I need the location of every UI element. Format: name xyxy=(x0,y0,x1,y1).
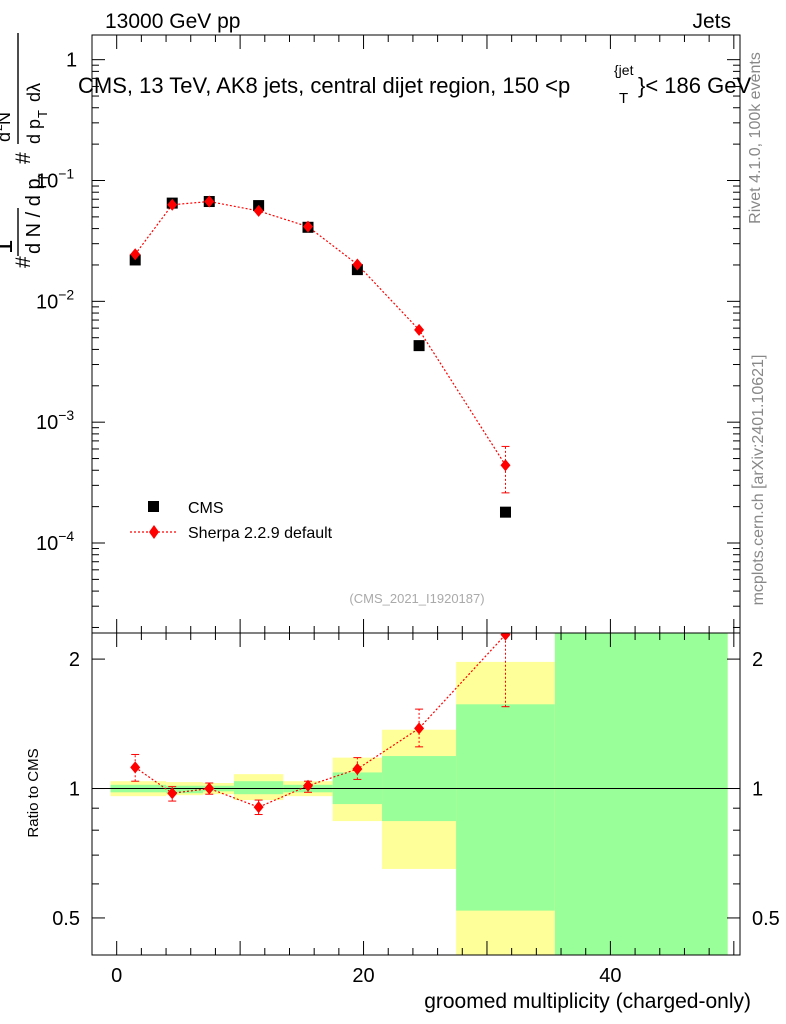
svg-text:T: T xyxy=(35,173,51,182)
main-y-tick-label: 1 xyxy=(66,50,77,72)
svg-text:2: 2 xyxy=(0,124,5,131)
ratio-y-tick-label: 1 xyxy=(69,779,80,801)
legend: CMS Sherpa 2.2.9 default xyxy=(130,500,333,542)
ratio-y-tick-label: 2 xyxy=(752,649,763,671)
ratio-band-inner xyxy=(554,633,728,955)
category-label: Jets xyxy=(692,10,731,33)
plot-title: CMS, 13 TeV, AK8 jets, central dijet reg… xyxy=(78,62,751,107)
main-panel: 10−410−310−210−11 xyxy=(36,34,741,634)
ratio-panel: 0.5 0.5 1 1 2 2 0 20 40 xyxy=(52,632,780,987)
legend-label-cms: CMS xyxy=(188,500,224,517)
svg-text:T: T xyxy=(619,90,628,107)
ratio-point xyxy=(303,779,313,792)
analysis-tag: (CMS_2021_I1920187) xyxy=(349,591,484,606)
svg-text:d N / d p: d N / d p xyxy=(23,178,45,254)
legend-label-sherpa: Sherpa 2.2.9 default xyxy=(188,525,333,542)
ratio-point xyxy=(352,763,363,776)
svg-text:{jet: {jet xyxy=(614,62,634,78)
ratio-point xyxy=(167,787,178,800)
main-y-axis-label: # 1 d N / d p T # d 2 N d p T dλ xyxy=(0,33,51,268)
ratio-y-tick-label: 1 xyxy=(752,779,763,801)
sherpa-point xyxy=(303,220,313,233)
svg-text:N: N xyxy=(0,112,14,125)
svg-text:CMS, 13 TeV, AK8 jets, central: CMS, 13 TeV, AK8 jets, central dijet reg… xyxy=(78,73,570,98)
x-tick-label: 20 xyxy=(352,965,374,987)
ratio-point xyxy=(500,633,511,641)
ratio-point xyxy=(253,801,264,814)
cms-point xyxy=(499,506,511,518)
main-frame xyxy=(91,34,741,634)
sherpa-point xyxy=(167,198,178,211)
svg-text:1: 1 xyxy=(0,240,18,254)
sherpa-point xyxy=(204,195,215,208)
sherpa-line xyxy=(134,200,506,466)
svg-text:#: # xyxy=(12,152,35,164)
x-tick-label: 40 xyxy=(599,965,621,987)
mcplots-label: mcplots.cern.ch [arXiv:2401.10621] xyxy=(750,355,767,606)
ratio-band-inner xyxy=(233,781,284,795)
energy-label: 13000 GeV pp xyxy=(105,10,240,33)
sherpa-point xyxy=(130,248,141,261)
x-axis-label: groomed multiplicity (charged-only) xyxy=(424,990,751,1013)
main-y-tick-label: 10−3 xyxy=(36,407,74,434)
ratio-y-tick-label: 2 xyxy=(69,649,80,671)
ratio-frame xyxy=(91,632,741,956)
svg-text:d: d xyxy=(0,132,14,142)
sherpa-point xyxy=(414,323,425,336)
svg-text:T: T xyxy=(35,110,50,118)
ratio-band-inner xyxy=(166,785,204,794)
svg-text:dλ: dλ xyxy=(24,83,44,102)
ratio-band-inner xyxy=(456,704,555,911)
rivet-label: Rivet 4.1.0, 100k events xyxy=(747,52,764,224)
ratio-point xyxy=(204,782,215,795)
ratio-y-axis-label: Ratio to CMS xyxy=(25,748,42,837)
ratio-y-tick-label: 0.5 xyxy=(752,908,780,930)
svg-text:#: # xyxy=(12,256,35,268)
legend-marker-cms xyxy=(148,501,159,512)
legend-marker-sherpa xyxy=(149,525,159,539)
main-y-tick-label: 10−2 xyxy=(36,286,74,313)
sherpa-point xyxy=(253,204,264,217)
sherpa-point xyxy=(500,459,511,472)
cms-point xyxy=(413,340,425,352)
ratio-point xyxy=(130,761,141,774)
ratio-y-tick-label: 0.5 xyxy=(52,908,80,930)
svg-text:}< 186 GeV: }< 186 GeV xyxy=(638,73,751,98)
svg-text:d p: d p xyxy=(24,119,44,144)
main-y-tick-label: 10−4 xyxy=(36,528,74,555)
ratio-point xyxy=(414,722,425,735)
x-tick-label: 0 xyxy=(111,965,122,987)
sherpa-point xyxy=(352,258,363,271)
